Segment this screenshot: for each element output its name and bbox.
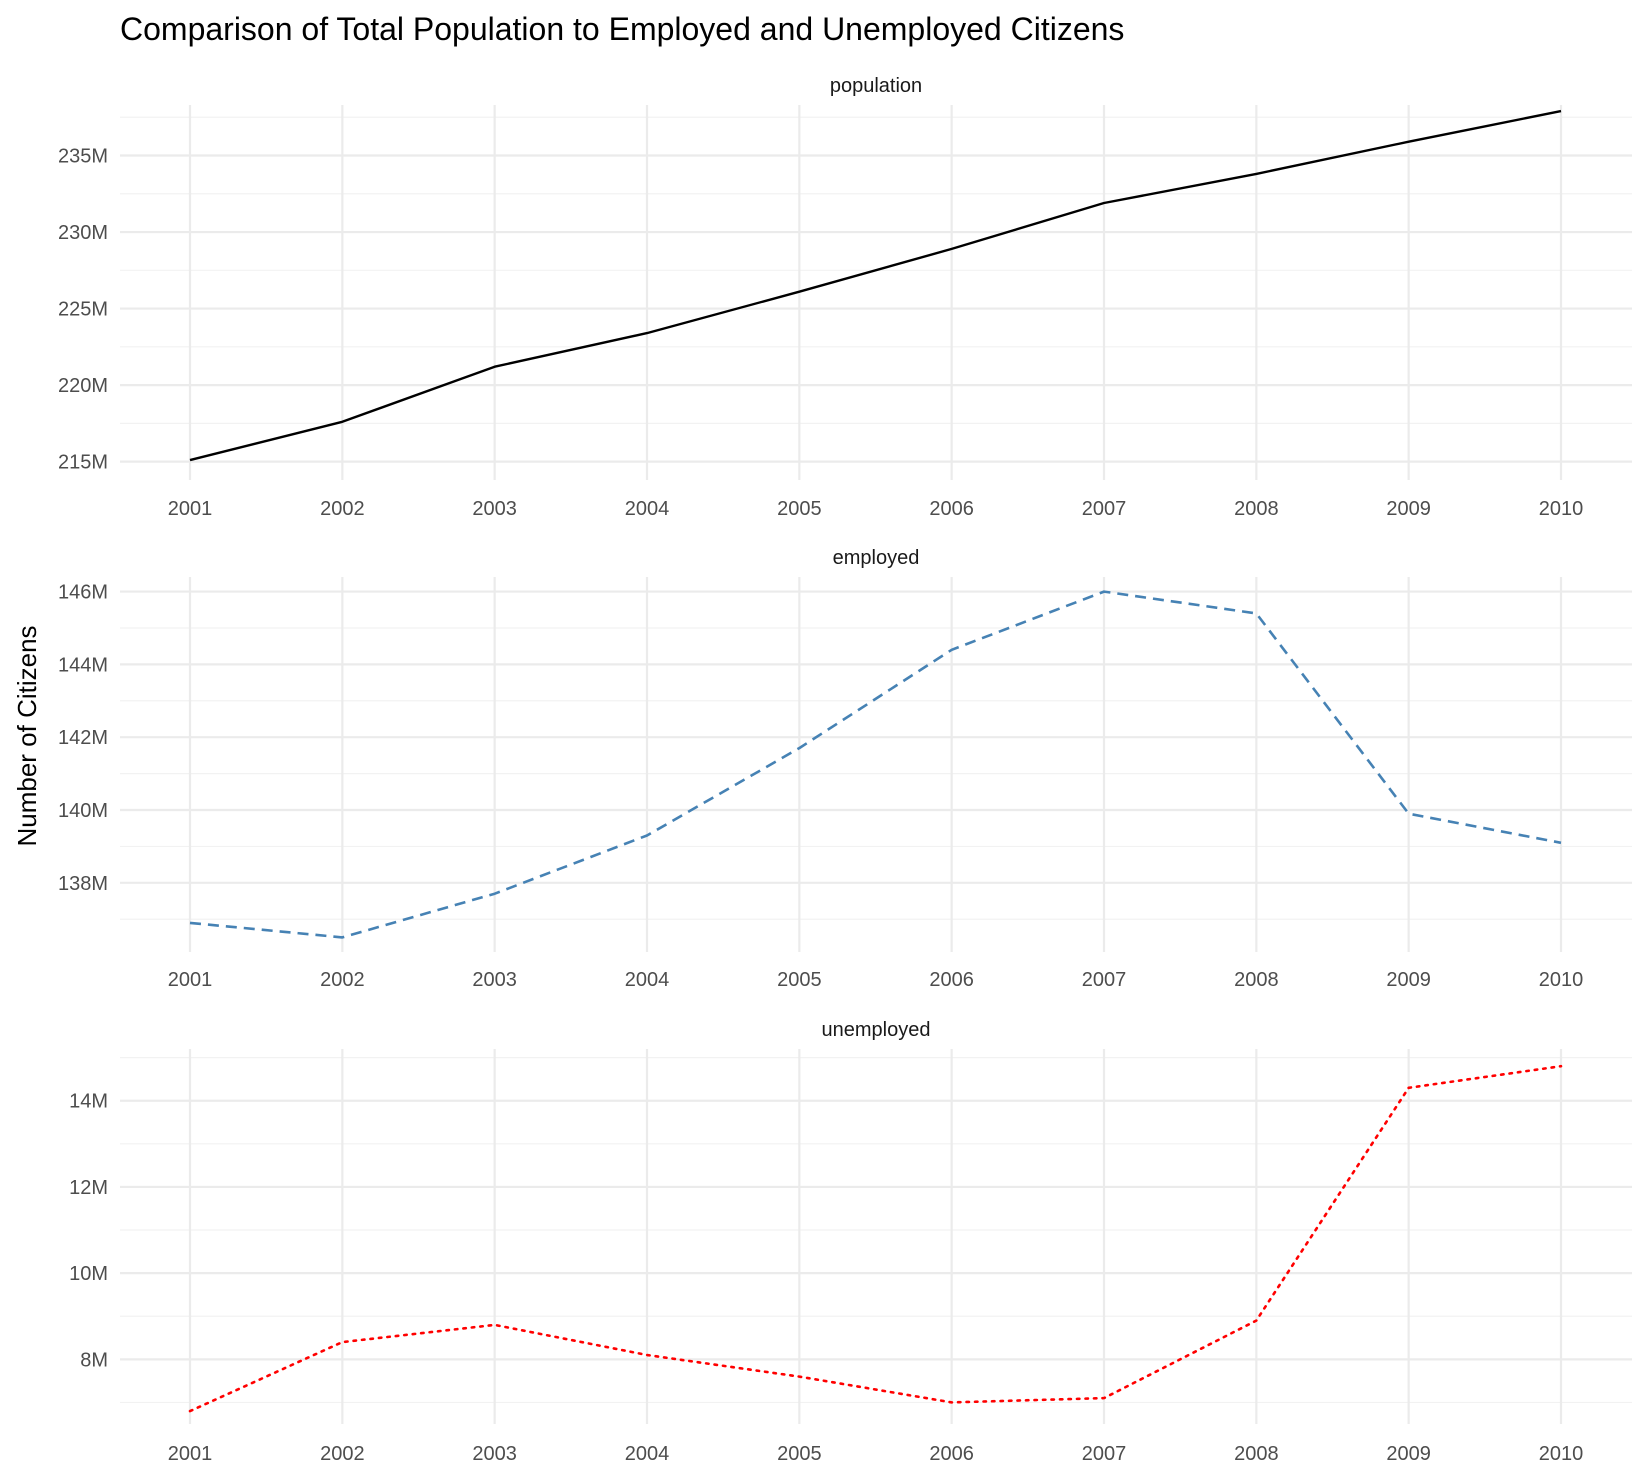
x-tick-label: 2009 [1386, 498, 1431, 520]
x-tick-label: 2002 [320, 969, 365, 991]
y-tick-label: 225M [58, 299, 108, 321]
y-tick-label: 10M [69, 1263, 108, 1285]
series-line-employed [189, 590, 1562, 939]
panel-employed: employed 138M 140M 142M 144M 146M 2001 2002 2003… [58, 547, 1632, 991]
chart-panels: population 215M 220M 225M 230M 235M 2001 2002 20… [58, 75, 1632, 1465]
x-tick-label: 2008 [1234, 1443, 1279, 1465]
x-tick-label: 2006 [929, 969, 974, 991]
panel-strip-label: population [830, 75, 922, 97]
y-tick-label: 235M [58, 146, 108, 168]
y-tick-label: 142M [58, 727, 108, 749]
x-tick-label: 2006 [929, 498, 974, 520]
y-tick-label: 138M [58, 873, 108, 895]
x-tick-label: 2005 [777, 969, 822, 991]
panel-population: population 215M 220M 225M 230M 235M 2001 2002 20… [58, 75, 1632, 520]
panel-strip-label: employed [833, 547, 920, 569]
x-tick-label: 2001 [168, 969, 213, 991]
panel-strip-label: unemployed [822, 1019, 931, 1041]
x-tick-label: 2005 [777, 498, 822, 520]
y-tick-label: 140M [58, 800, 108, 822]
x-tick-label: 2007 [1082, 969, 1127, 991]
x-tick-label: 2004 [625, 969, 670, 991]
x-tick-label: 2010 [1539, 498, 1584, 520]
x-tick-label: 2006 [929, 1443, 974, 1465]
y-tick-label: 14M [69, 1091, 108, 1113]
x-tick-label: 2009 [1386, 969, 1431, 991]
x-tick-label: 2003 [472, 1443, 517, 1465]
y-tick-label: 8M [80, 1349, 108, 1371]
x-tick-label: 2010 [1539, 969, 1584, 991]
y-tick-label: 144M [58, 654, 108, 676]
x-tick-label: 2002 [320, 498, 365, 520]
x-tick-label: 2003 [472, 969, 517, 991]
series-line-unemployed [188, 1064, 1563, 1413]
chart-title: Comparison of Total Population to Employ… [120, 11, 1124, 47]
y-axis-label: Number of Citizens [12, 625, 42, 846]
x-tick-label: 2001 [168, 1443, 213, 1465]
y-tick-label: 215M [58, 452, 108, 474]
x-tick-label: 2007 [1082, 498, 1127, 520]
y-tick-label: 220M [58, 375, 108, 397]
x-tick-label: 2004 [625, 1443, 670, 1465]
x-tick-label: 2009 [1386, 1443, 1431, 1465]
x-tick-label: 2010 [1539, 1443, 1584, 1465]
x-tick-label: 2008 [1234, 498, 1279, 520]
x-tick-label: 2007 [1082, 1443, 1127, 1465]
y-tick-label: 12M [69, 1177, 108, 1199]
x-tick-label: 2001 [168, 498, 213, 520]
x-tick-label: 2002 [320, 1443, 365, 1465]
x-tick-label: 2003 [472, 498, 517, 520]
series-line-population [189, 109, 1562, 462]
x-tick-label: 2008 [1234, 969, 1279, 991]
panel-unemployed: unemployed 8M 10M 12M 14M 2001 2002 2003 2004 200… [69, 1019, 1632, 1465]
x-tick-label: 2004 [625, 498, 670, 520]
y-tick-label: 146M [58, 582, 108, 604]
y-tick-label: 230M [58, 222, 108, 244]
x-tick-label: 2005 [777, 1443, 822, 1465]
